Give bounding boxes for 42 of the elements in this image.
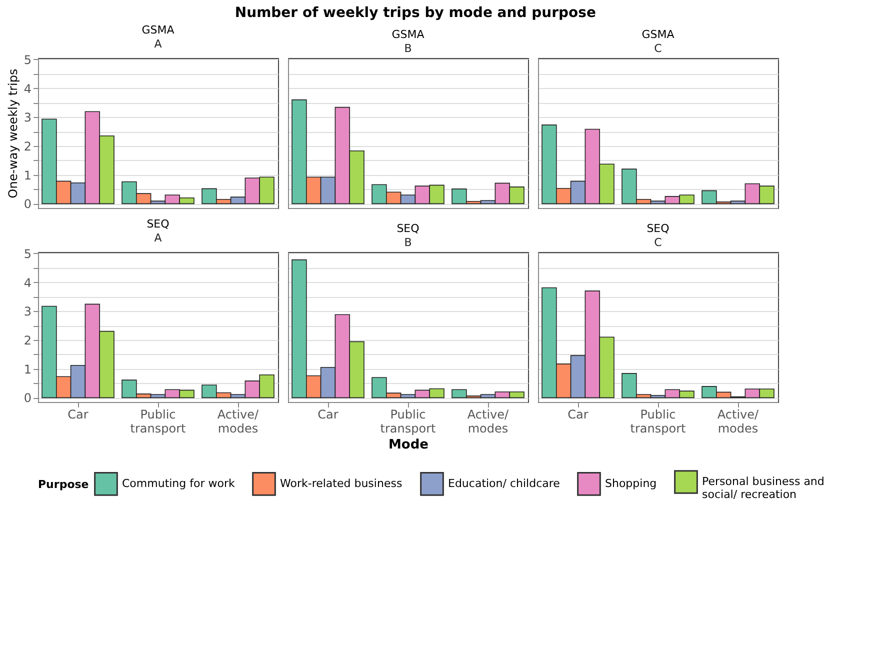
chart-subtitle: B: [404, 42, 412, 55]
x-tick-label: Active/ modes: [217, 408, 260, 436]
x-tick-label: Active/ modes: [467, 408, 510, 436]
x-tick-label: Car: [568, 408, 588, 422]
chart-subtitle: C: [654, 42, 662, 55]
chart-title: SEQ: [146, 217, 170, 230]
text: Number of weekly trips by mode and purpose: [234, 4, 596, 21]
x-axis-title: Mode: [388, 438, 429, 452]
legend-label: Work-related business: [280, 476, 402, 490]
x-tick-label: Active/ modes: [717, 408, 760, 436]
y-tick-label: 1: [24, 168, 32, 182]
chart-subtitle: C: [654, 236, 662, 249]
x-tick-label: Public transport: [630, 408, 686, 436]
legend-label: Commuting for work: [122, 476, 236, 490]
legend-title: Purpose: [38, 478, 89, 491]
legend-label: Shopping: [605, 476, 657, 490]
chart-title: GSMA: [392, 28, 425, 41]
x-tick-label: Car: [68, 408, 88, 422]
chart-title: SEQ: [396, 222, 420, 235]
y-tick-label: 0: [24, 197, 32, 212]
x-tick-label: Public transport: [130, 408, 186, 436]
y-tick-label: 4: [24, 276, 32, 290]
legend-label: Personal business and social/ recreation: [702, 475, 824, 501]
chart-subtitle: A: [154, 37, 162, 50]
y-tick-label: 2: [24, 333, 32, 348]
y-tick-label: 1: [24, 362, 32, 376]
chart-subtitle: B: [404, 236, 412, 249]
x-tick-label: Public transport: [380, 408, 436, 436]
y-tick-label: 0: [24, 391, 32, 406]
y-tick-label: 5: [24, 246, 32, 261]
chart-title: GSMA: [142, 23, 175, 36]
y-axis-title: One-way weekly trips: [6, 68, 20, 198]
chart-title: SEQ: [646, 222, 670, 235]
y-tick-label: 3: [24, 110, 32, 125]
y-tick-label: 4: [24, 82, 32, 96]
chart-title: GSMA: [642, 28, 675, 41]
y-tick-label: 3: [24, 304, 32, 319]
legend-label: Education/ childcare: [448, 476, 560, 490]
x-tick-label: Car: [318, 408, 338, 422]
y-tick-label: 2: [24, 139, 32, 154]
chart-subtitle: A: [154, 231, 162, 244]
y-tick-label: 5: [24, 52, 32, 67]
